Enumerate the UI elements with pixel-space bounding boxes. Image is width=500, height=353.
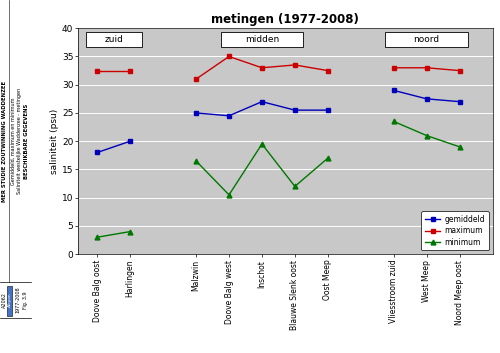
Text: noord: noord <box>414 35 440 44</box>
Title: metingen (1977-2008): metingen (1977-2008) <box>211 13 359 26</box>
Text: Fig. 3.9: Fig. 3.9 <box>23 291 28 309</box>
Text: 1977-2008: 1977-2008 <box>16 287 20 313</box>
Y-axis label: saliniteit (psu): saliniteit (psu) <box>50 109 59 174</box>
Text: Saliniteit westelijke Waddenzee - metingen: Saliniteit westelijke Waddenzee - meting… <box>17 88 22 194</box>
FancyBboxPatch shape <box>386 32 468 47</box>
Bar <box>7 286 12 316</box>
Text: A2062: A2062 <box>2 292 6 308</box>
FancyBboxPatch shape <box>86 32 141 47</box>
Text: midden: midden <box>245 35 279 44</box>
Text: zuid: zuid <box>104 35 123 44</box>
Text: Gemiddeld, maximum en minimum: Gemiddeld, maximum en minimum <box>11 97 16 185</box>
Legend: gemiddeld, maximum, minimum: gemiddeld, maximum, minimum <box>422 211 488 250</box>
Text: Alkyon: Alkyon <box>8 293 12 307</box>
Text: BESCHIKBARE GEGEVENS: BESCHIKBARE GEGEVENS <box>24 103 29 179</box>
Text: MER STUDIE ZOUTWINNING WADDENZEE: MER STUDIE ZOUTWINNING WADDENZEE <box>2 80 6 202</box>
FancyBboxPatch shape <box>221 32 303 47</box>
